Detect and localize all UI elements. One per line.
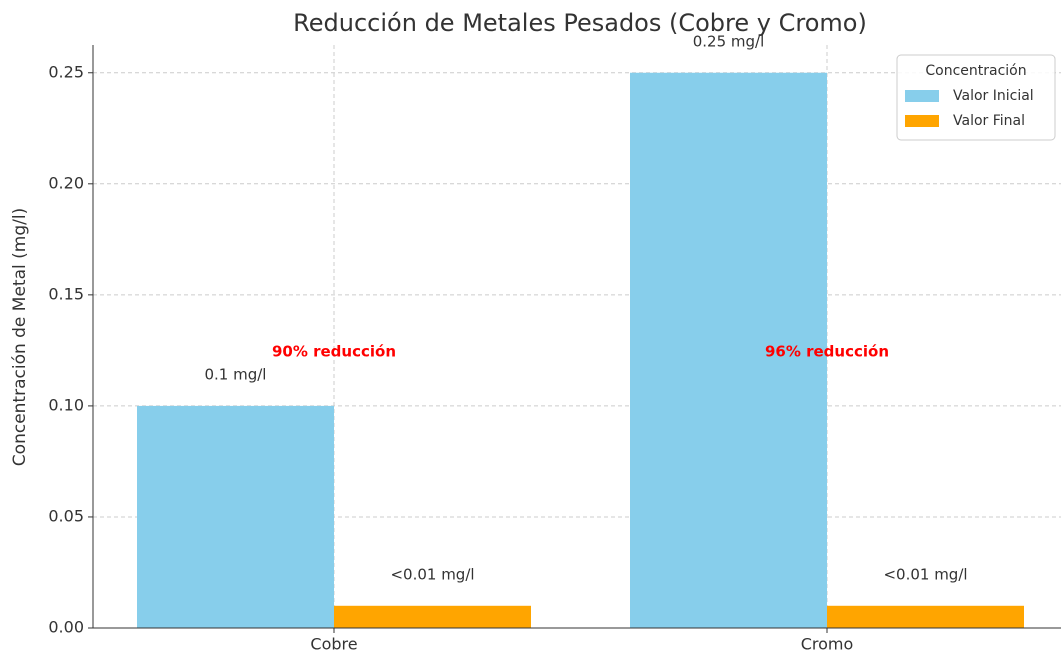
y-tick-label: 0.20 [48,173,84,192]
y-tick-label: 0.10 [48,395,84,414]
y-tick-label: 0.00 [48,618,84,637]
y-axis-label: Concentración de Metal (mg/l) [10,208,30,466]
annotation: 90% reducción [272,343,396,361]
value-label: <0.01 mg/l [883,565,967,583]
value-label: 0.1 mg/l [205,365,267,383]
legend-label: Valor Inicial [953,88,1034,104]
legend-swatch [905,90,939,102]
x-tick-label: Cobre [310,635,357,654]
bar [137,405,334,628]
legend-label: Valor Final [953,113,1025,129]
x-tick-label: Cromo [801,635,854,654]
legend-title: Concentración [925,63,1026,79]
value-label: <0.01 mg/l [390,565,474,583]
bar [630,72,827,628]
chart-title: Reducción de Metales Pesados (Cobre y Cr… [293,9,867,37]
y-tick-label: 0.05 [48,506,84,525]
y-tick-label: 0.25 [48,62,84,81]
legend-swatch [905,115,939,127]
bar [334,605,531,628]
annotation: 96% reducción [765,343,889,361]
bar [827,605,1024,628]
y-tick-label: 0.15 [48,284,84,303]
value-label: 0.25 mg/l [693,32,765,50]
